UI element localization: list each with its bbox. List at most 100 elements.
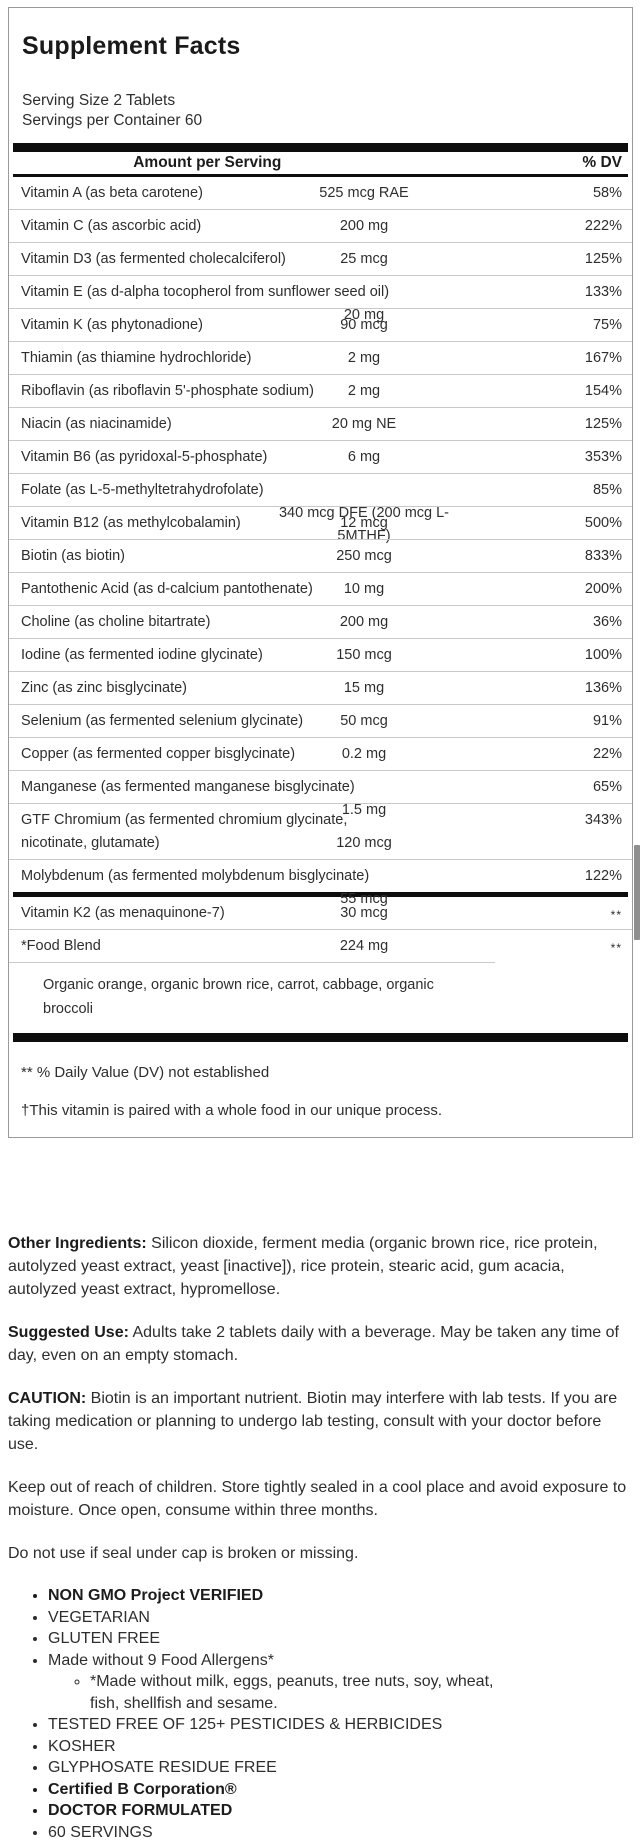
nutrient-amount: 2 mg (254, 347, 474, 370)
nutrient-dv: 58% (593, 182, 622, 205)
nutrient-amount: 525 mcg RAE (254, 182, 474, 205)
product-info-section: Other Ingredients: Silicon dioxide, ferm… (8, 1232, 632, 1843)
nutrient-dv: 75% (593, 314, 622, 337)
feature-item: GLYPHOSATE RESIDUE FREE (48, 1757, 632, 1779)
nutrient-row: Pantothenic Acid (as d-calcium pantothen… (9, 572, 632, 605)
divider-thick-bottom (13, 1033, 628, 1042)
nutrient-amount: 50 mcg (254, 710, 474, 733)
storage-paragraph: Keep out of reach of children. Store tig… (8, 1476, 632, 1522)
food-blend-ingredients: Organic orange, organic brown rice, carr… (9, 962, 495, 1033)
serving-size: Serving Size 2 Tablets (22, 91, 619, 111)
footnote-dv-not-established: ** % Daily Value (DV) not established (21, 1064, 620, 1081)
footnote-whole-food: †This vitamin is paired with a whole foo… (21, 1102, 620, 1119)
nutrient-dv: 833% (585, 545, 622, 568)
nutrient-name: Folate (as L-5-methyltetrahydrofolate) (21, 479, 411, 502)
nutrient-dv: 36% (593, 611, 622, 634)
nutrient-dv: 125% (585, 248, 622, 271)
feature-item: DOCTOR FORMULATED (48, 1800, 632, 1822)
nutrient-amount: 30 mcg (254, 902, 474, 925)
caution-text: Biotin is an important nutrient. Biotin … (8, 1390, 617, 1453)
allergen-note: *Made without milk, eggs, peanuts, tree … (90, 1671, 520, 1714)
nutrient-dv: 136% (585, 677, 622, 700)
nutrient-dv: 85% (593, 479, 622, 502)
nutrient-row: Copper (as fermented copper bisglycinate… (9, 737, 632, 770)
nutrient-row: Molybdenum (as fermented molybdenum bisg… (9, 859, 632, 892)
nutrient-row: Selenium (as fermented selenium glycinat… (9, 704, 632, 737)
nutrient-amount: 250 mcg (254, 545, 474, 568)
nutrient-dv: 22% (593, 743, 622, 766)
nutrient-amount: 6 mg (254, 446, 474, 469)
feature-sublist: *Made without milk, eggs, peanuts, tree … (48, 1671, 632, 1714)
nutrient-row: Vitamin B6 (as pyridoxal-5-phosphate)6 m… (9, 440, 632, 473)
nutrient-dv: 133% (585, 281, 622, 304)
nutrient-dv: 125% (585, 413, 622, 436)
feature-item: TESTED FREE OF 125+ PESTICIDES & HERBICI… (48, 1714, 632, 1736)
nutrient-amount: 120 mcg (254, 832, 474, 855)
other-ingredients-label: Other Ingredients: (8, 1235, 147, 1252)
nutrient-dv: 343% (585, 809, 622, 832)
nutrient-dv: 353% (585, 446, 622, 469)
feature-item: NON GMO Project VERIFIED (48, 1585, 632, 1607)
footnotes: ** % Daily Value (DV) not established †T… (9, 1042, 632, 1137)
nutrient-amount: 2 mg (254, 380, 474, 403)
nutrient-amount: 150 mcg (254, 644, 474, 667)
nutrient-dv: 167% (585, 347, 622, 370)
scrollbar-thumb[interactable] (634, 845, 640, 940)
nutrient-dv: 222% (585, 215, 622, 238)
nutrient-row: Vitamin E (as d-alpha tocopherol from su… (9, 275, 632, 308)
nutrient-dv: ** (611, 937, 622, 960)
table-header: Amount per Serving % DV (9, 152, 632, 174)
nutrient-row: Vitamin D3 (as fermented cholecalciferol… (9, 242, 632, 275)
feature-item: Certified B Corporation® (48, 1779, 632, 1801)
nutrient-amount: 12 mcg (254, 512, 474, 535)
nutrient-dv: 65% (593, 776, 622, 799)
nutrient-name: Molybdenum (as fermented molybdenum bisg… (21, 865, 411, 888)
secondary-nutrient-rows: Vitamin K2 (as menaquinone-7)30 mcg***Fo… (9, 897, 632, 962)
nutrient-row: Riboflavin (as riboflavin 5'-phosphate s… (9, 374, 632, 407)
other-ingredients-paragraph: Other Ingredients: Silicon dioxide, ferm… (8, 1232, 632, 1301)
feature-item: Made without 9 Food Allergens* (48, 1650, 632, 1672)
nutrient-amount: 15 mg (254, 677, 474, 700)
nutrient-dv: 91% (593, 710, 622, 733)
nutrient-name: Manganese (as fermented manganese bisgly… (21, 776, 411, 799)
nutrient-row: Folate (as L-5-methyltetrahydrofolate)34… (9, 473, 632, 506)
supplement-facts-panel: Supplement Facts Serving Size 2 Tablets … (8, 7, 633, 1138)
header-percent-dv: % DV (394, 154, 622, 172)
nutrient-amount: 90 mcg (254, 314, 474, 337)
feature-item: GLUTEN FREE (48, 1628, 632, 1650)
nutrient-name: Vitamin E (as d-alpha tocopherol from su… (21, 281, 411, 304)
nutrient-amount: 200 mg (254, 611, 474, 634)
nutrient-dv: 500% (585, 512, 622, 535)
header-amount-per-serving: Amount per Serving (21, 154, 394, 172)
caution-paragraph: CAUTION: Biotin is an important nutrient… (8, 1387, 632, 1456)
suggested-use-label: Suggested Use: (8, 1324, 129, 1341)
nutrient-amount: 0.2 mg (254, 743, 474, 766)
nutrient-amount: 25 mcg (254, 248, 474, 271)
nutrient-amount: 224 mg (254, 935, 474, 958)
serving-info: Serving Size 2 Tablets Servings per Cont… (9, 61, 632, 143)
feature-item: 60 SERVINGS (48, 1822, 632, 1843)
caution-label: CAUTION: (8, 1390, 86, 1407)
nutrient-row: Vitamin K2 (as menaquinone-7)30 mcg** (9, 897, 632, 929)
nutrient-dv: 100% (585, 644, 622, 667)
nutrient-amount: 200 mg (254, 215, 474, 238)
nutrient-row: Manganese (as fermented manganese bisgly… (9, 770, 632, 803)
seal-warning-paragraph: Do not use if seal under cap is broken o… (8, 1542, 632, 1565)
nutrient-dv: ** (611, 904, 622, 927)
divider-thick-top (13, 143, 628, 152)
nutrient-amount: 20 mg NE (254, 413, 474, 436)
nutrient-dv: 154% (585, 380, 622, 403)
feature-item: KOSHER (48, 1736, 632, 1758)
nutrient-amount: 10 mg (254, 578, 474, 601)
